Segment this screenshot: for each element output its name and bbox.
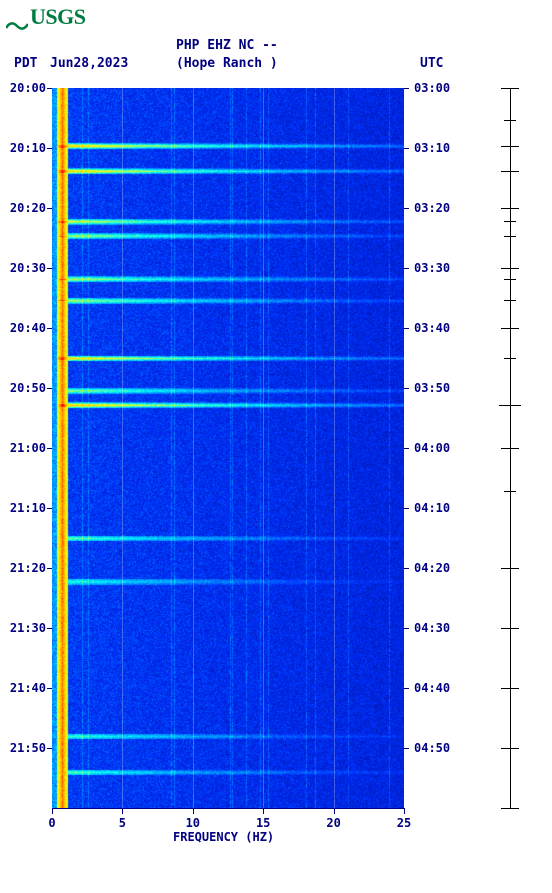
event-tick xyxy=(501,171,519,172)
event-tick xyxy=(501,688,519,689)
ytick-right-label: 04:30 xyxy=(414,621,458,635)
ytick-right-label: 03:30 xyxy=(414,261,458,275)
ytick-right-mark xyxy=(404,508,409,509)
event-marks-axis xyxy=(480,88,540,808)
ytick-left-mark xyxy=(47,508,52,509)
xtick-label: 25 xyxy=(397,816,411,830)
grid-vline xyxy=(122,88,123,808)
ytick-right-label: 03:20 xyxy=(414,201,458,215)
ytick-right-mark xyxy=(404,688,409,689)
ytick-left-label: 21:00 xyxy=(2,441,46,455)
ytick-right-label: 04:00 xyxy=(414,441,458,455)
ytick-left-mark xyxy=(47,448,52,449)
ytick-left-label: 20:10 xyxy=(2,141,46,155)
event-tick xyxy=(504,300,516,301)
ytick-left-label: 20:20 xyxy=(2,201,46,215)
xtick-label: 15 xyxy=(256,816,270,830)
ytick-left-label: 21:50 xyxy=(2,741,46,755)
ytick-left-mark xyxy=(47,748,52,749)
ytick-right-label: 03:50 xyxy=(414,381,458,395)
ytick-left-mark xyxy=(47,88,52,89)
ytick-left-label: 21:10 xyxy=(2,501,46,515)
event-tick xyxy=(501,448,519,449)
ytick-left-mark xyxy=(47,688,52,689)
x-axis-label: FREQUENCY (HZ) xyxy=(173,830,274,844)
station-label: PHP EHZ NC -- xyxy=(176,38,278,53)
tz-right-label: UTC xyxy=(420,56,443,71)
event-tick xyxy=(501,88,519,89)
event-tick xyxy=(501,568,519,569)
ytick-left-mark xyxy=(47,148,52,149)
event-tick xyxy=(499,405,521,406)
ytick-right-mark xyxy=(404,388,409,389)
x-axis-line xyxy=(52,808,404,809)
usgs-logo: USGS xyxy=(6,4,85,30)
ytick-right-mark xyxy=(404,328,409,329)
date-label: Jun28,2023 xyxy=(50,56,128,71)
event-tick xyxy=(501,268,519,269)
ytick-right-mark xyxy=(404,448,409,449)
ytick-left-mark xyxy=(47,388,52,389)
event-tick xyxy=(501,628,519,629)
ytick-right-label: 03:00 xyxy=(414,81,458,95)
ytick-right-mark xyxy=(404,568,409,569)
event-tick xyxy=(504,491,516,492)
ytick-left-mark xyxy=(47,328,52,329)
event-tick xyxy=(501,808,519,809)
xtick-label: 10 xyxy=(186,816,200,830)
usgs-logo-text: USGS xyxy=(30,4,85,29)
ytick-left-label: 21:40 xyxy=(2,681,46,695)
event-tick xyxy=(504,221,516,222)
ytick-right-mark xyxy=(404,268,409,269)
event-tick xyxy=(501,146,519,147)
ytick-right-label: 03:10 xyxy=(414,141,458,155)
xtick-label: 0 xyxy=(48,816,55,830)
grid-vline xyxy=(334,88,335,808)
ytick-left-mark xyxy=(47,568,52,569)
xtick-mark xyxy=(404,808,405,814)
spectrogram-plot: 0510152025FREQUENCY (HZ)20:0020:1020:202… xyxy=(52,88,404,808)
usgs-wave-icon xyxy=(6,12,28,26)
ytick-right-label: 04:40 xyxy=(414,681,458,695)
spectrogram-canvas xyxy=(52,88,404,808)
event-tick xyxy=(501,328,519,329)
xtick-label: 20 xyxy=(326,816,340,830)
ytick-right-mark xyxy=(404,628,409,629)
ytick-right-mark xyxy=(404,208,409,209)
ytick-right-label: 04:10 xyxy=(414,501,458,515)
xtick-label: 5 xyxy=(119,816,126,830)
ytick-left-label: 20:30 xyxy=(2,261,46,275)
ytick-right-mark xyxy=(404,88,409,89)
ytick-left-label: 20:00 xyxy=(2,81,46,95)
event-tick xyxy=(504,236,516,237)
ytick-left-label: 21:20 xyxy=(2,561,46,575)
event-tick xyxy=(504,279,516,280)
event-tick xyxy=(504,358,516,359)
event-tick xyxy=(501,748,519,749)
ytick-right-mark xyxy=(404,148,409,149)
tz-left-label: PDT xyxy=(14,56,37,71)
ytick-left-label: 21:30 xyxy=(2,621,46,635)
ytick-left-mark xyxy=(47,208,52,209)
grid-vline xyxy=(263,88,264,808)
ytick-right-label: 04:20 xyxy=(414,561,458,575)
grid-vline xyxy=(193,88,194,808)
event-tick xyxy=(504,120,516,121)
ytick-left-label: 20:50 xyxy=(2,381,46,395)
ytick-right-label: 03:40 xyxy=(414,321,458,335)
ytick-right-label: 04:50 xyxy=(414,741,458,755)
event-tick xyxy=(501,208,519,209)
ytick-left-label: 20:40 xyxy=(2,321,46,335)
location-label: (Hope Ranch ) xyxy=(176,56,278,71)
ytick-right-mark xyxy=(404,748,409,749)
ytick-left-mark xyxy=(47,628,52,629)
ytick-left-mark xyxy=(47,268,52,269)
